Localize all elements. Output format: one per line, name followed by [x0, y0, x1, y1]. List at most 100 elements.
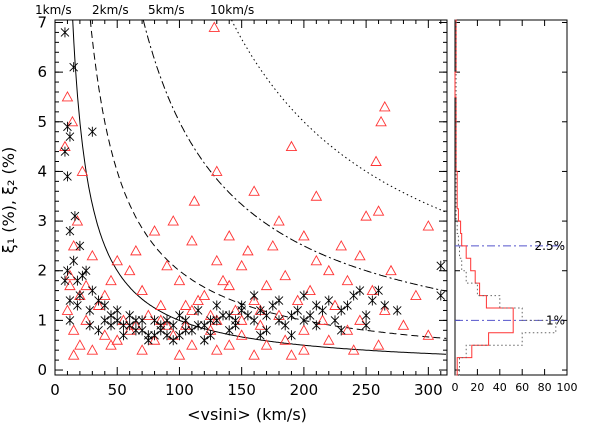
- cross-point: [168, 335, 178, 346]
- cross-point: [274, 315, 284, 326]
- cross-point: [150, 330, 159, 341]
- y-axis-label: ξ₁ (%), ξ₂ (%): [0, 147, 18, 253]
- cross-point: [88, 126, 97, 137]
- cross-point: [256, 305, 265, 316]
- triangle-point: [335, 239, 347, 251]
- cross-point: [65, 315, 75, 326]
- triangle-point: [148, 225, 161, 236]
- cross-point: [231, 320, 240, 331]
- cross-point: [299, 315, 309, 326]
- triangle-point: [235, 329, 248, 340]
- cross-point: [243, 310, 253, 321]
- triangle-point: [235, 259, 248, 271]
- triangle-point: [354, 249, 366, 261]
- cross-point: [200, 320, 209, 331]
- triangle-point: [310, 254, 323, 266]
- triangle-point: [105, 274, 117, 286]
- triangle-point: [248, 185, 260, 196]
- hist-x-tick-label: 100: [557, 381, 578, 394]
- y-tick-label: 4: [37, 162, 47, 180]
- triangle-point: [248, 294, 260, 305]
- triangle-point: [161, 319, 173, 330]
- cross-point: [224, 310, 234, 321]
- triangle-point: [123, 324, 136, 335]
- triangle-point: [260, 279, 273, 291]
- x-tick-label: 0: [50, 381, 60, 399]
- cross-point: [212, 315, 222, 326]
- cross-point: [175, 330, 184, 341]
- cross-point: [65, 131, 75, 142]
- triangle-point: [323, 264, 335, 276]
- x-tick-label: 100: [165, 381, 194, 399]
- triangle-point: [273, 215, 285, 226]
- cross-point: [85, 320, 95, 331]
- cross-point: [162, 330, 172, 341]
- cross-point: [112, 315, 122, 326]
- curve-dashed: [89, 20, 447, 339]
- y-tick-label: 1: [37, 311, 47, 329]
- triangle-point: [217, 274, 229, 286]
- cross-point: [125, 320, 134, 331]
- triangle-point: [310, 190, 323, 201]
- cross-point: [206, 315, 215, 326]
- triangle-point: [142, 309, 155, 320]
- triangle-point: [198, 289, 211, 301]
- triangle-point: [105, 339, 117, 350]
- cross-point: [305, 310, 315, 321]
- cross-point: [193, 305, 203, 316]
- cross-point: [299, 290, 309, 301]
- cross-point: [131, 315, 141, 326]
- cross-point: [380, 300, 390, 311]
- cross-point: [262, 325, 271, 336]
- curve-label: 10km/s: [210, 3, 254, 17]
- triangle-point: [179, 299, 192, 310]
- triangle-point: [375, 115, 387, 127]
- cross-point: [312, 300, 321, 311]
- cross-point: [256, 330, 265, 341]
- triangle-point: [354, 314, 366, 325]
- triangle-point: [136, 284, 148, 296]
- triangle-point: [76, 165, 89, 176]
- triangle-point: [397, 319, 410, 330]
- cross-point: [224, 325, 234, 336]
- hist-x-tick-label: 60: [515, 381, 529, 394]
- triangle-point: [188, 195, 201, 206]
- cross-point: [69, 62, 78, 73]
- cross-point: [181, 315, 190, 326]
- y-tick-label: 3: [37, 212, 47, 230]
- triangle-point: [304, 284, 316, 296]
- y-tick-label: 7: [37, 13, 47, 31]
- cross-point: [287, 330, 296, 341]
- triangle-point: [379, 304, 391, 315]
- cross-point: [218, 310, 228, 321]
- cross-point: [336, 305, 346, 316]
- cross-point: [94, 325, 103, 336]
- triangle-point: [64, 279, 76, 291]
- cross-point: [106, 310, 116, 321]
- cross-point: [249, 315, 259, 326]
- triangle-point: [192, 294, 204, 305]
- triangle-point: [372, 339, 385, 350]
- reference-line-label: 2.5%: [535, 239, 566, 253]
- triangle-point: [61, 304, 74, 315]
- triangle-point: [186, 235, 198, 246]
- triangle-point: [66, 115, 79, 127]
- triangle-point: [67, 349, 80, 360]
- triangle-point: [167, 215, 179, 226]
- reference-line-label: 1%: [546, 313, 565, 327]
- cross-point: [187, 325, 197, 336]
- triangle-point: [223, 339, 235, 350]
- triangle-point: [279, 334, 291, 345]
- triangle-point: [360, 210, 372, 221]
- curve-dotted: [231, 20, 447, 213]
- cross-point: [318, 305, 327, 316]
- cross-point: [249, 290, 259, 301]
- triangle-point: [208, 21, 221, 32]
- cross-point: [312, 320, 321, 331]
- cross-point: [336, 325, 346, 336]
- triangle-point: [111, 254, 123, 266]
- x-tick-label: 50: [108, 381, 127, 399]
- triangle-point: [235, 314, 248, 325]
- plot-frame: [54, 19, 448, 376]
- cross-point: [125, 310, 134, 321]
